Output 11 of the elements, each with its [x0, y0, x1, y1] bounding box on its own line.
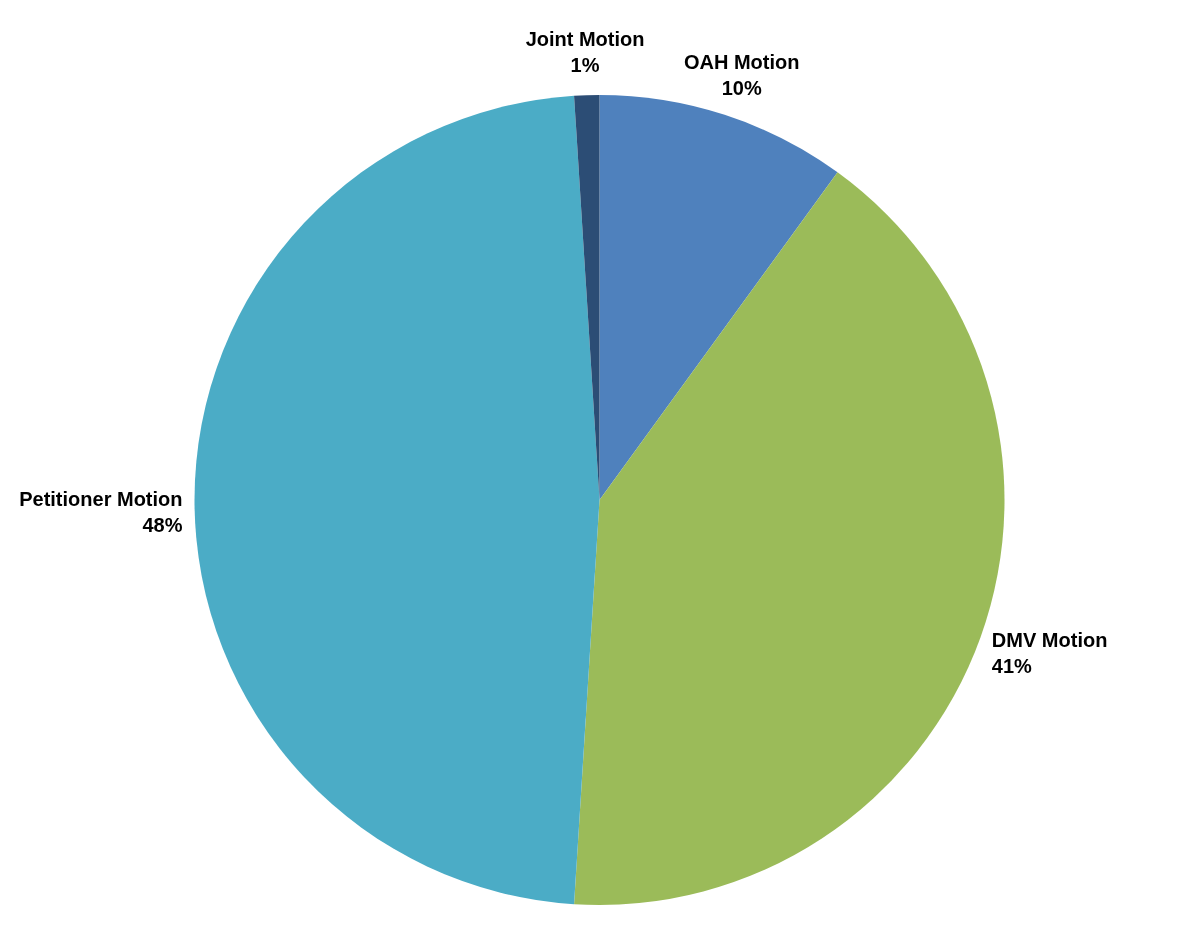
pie-slice: [599, 95, 838, 500]
slice-label: DMV Motion: [991, 629, 1108, 652]
slice-label: Petitioner Motion: [19, 488, 183, 510]
data-label: 10%: [721, 76, 762, 99]
slice-label: Joint Motion: [525, 28, 645, 51]
slice-label: OAH Motion: [683, 50, 800, 73]
pie-slice: [574, 95, 600, 500]
data-label: 1%: [570, 54, 600, 77]
data-label: 48%: [142, 514, 183, 536]
pie-slice: [194, 95, 600, 905]
data-label: 41%: [991, 655, 1033, 678]
